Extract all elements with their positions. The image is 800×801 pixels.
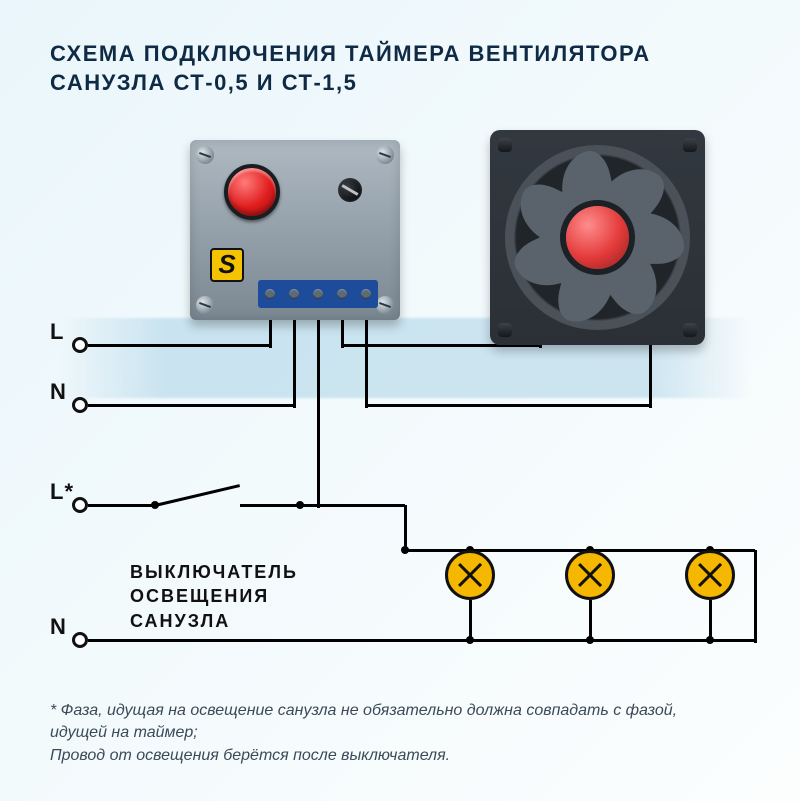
wire bbox=[88, 344, 270, 347]
background bbox=[0, 0, 800, 801]
wire-join bbox=[586, 636, 594, 644]
wire bbox=[365, 320, 368, 408]
footnote-l2: идущей на таймер; bbox=[50, 722, 750, 744]
wire bbox=[754, 550, 757, 643]
timer-screw bbox=[376, 296, 394, 314]
switch-label-l2: ОСВЕЩЕНИЯ bbox=[130, 584, 298, 608]
terminal-label-N2: N bbox=[50, 614, 67, 640]
wire-join bbox=[706, 636, 714, 644]
diagram-title: СХЕМА ПОДКЛЮЧЕНИЯ ТАЙМЕРА ВЕНТИЛЯТОРА СА… bbox=[50, 40, 750, 97]
timer-logo: S bbox=[210, 248, 244, 282]
timer-screw bbox=[196, 146, 214, 164]
footnote: * Фаза, идущая на освещение санузла не о… bbox=[50, 700, 750, 767]
wire bbox=[88, 639, 755, 642]
wire bbox=[88, 504, 155, 507]
switch-label-l3: САНУЗЛА bbox=[130, 609, 298, 633]
terminal-node-L bbox=[72, 337, 88, 353]
wire bbox=[649, 343, 652, 408]
wire bbox=[88, 404, 294, 407]
timer-terminal-hole bbox=[289, 289, 299, 299]
terminal-node-Lstar bbox=[72, 497, 88, 513]
terminal-label-Lstar: L* bbox=[50, 479, 74, 505]
title-line-2: САНУЗЛА СТ-0,5 И СТ-1,5 bbox=[50, 69, 750, 98]
terminal-node-N2 bbox=[72, 632, 88, 648]
timer-red-button bbox=[224, 164, 280, 220]
switch-label-l1: ВЫКЛЮЧАТЕЛЬ bbox=[130, 560, 298, 584]
fan-screw bbox=[683, 138, 697, 152]
timer-terminal-hole bbox=[337, 289, 347, 299]
fan-screw bbox=[498, 138, 512, 152]
wire bbox=[366, 404, 650, 407]
fan-screw bbox=[683, 323, 697, 337]
timer-potentiometer bbox=[338, 178, 362, 202]
wire bbox=[317, 320, 320, 508]
wire-join bbox=[401, 546, 409, 554]
terminal-node-N bbox=[72, 397, 88, 413]
footnote-l1: * Фаза, идущая на освещение санузла не о… bbox=[50, 700, 750, 722]
exhaust-fan bbox=[490, 130, 705, 345]
title-line-1: СХЕМА ПОДКЛЮЧЕНИЯ ТАЙМЕРА ВЕНТИЛЯТОРА bbox=[50, 40, 750, 69]
lamp-symbol bbox=[445, 550, 495, 600]
lamp-symbol bbox=[685, 550, 735, 600]
lamp-symbol bbox=[565, 550, 615, 600]
timer-module: S bbox=[190, 140, 400, 320]
timer-screw bbox=[196, 296, 214, 314]
wire bbox=[269, 320, 272, 348]
timer-terminal-hole bbox=[361, 289, 371, 299]
timer-terminal-strip bbox=[258, 280, 378, 308]
footnote-l3: Провод от освещения берётся после выключ… bbox=[50, 745, 750, 767]
terminal-label-L: L bbox=[50, 319, 64, 345]
wire-join bbox=[466, 636, 474, 644]
wire bbox=[293, 320, 296, 408]
terminal-label-N: N bbox=[50, 379, 67, 405]
switch-label: ВЫКЛЮЧАТЕЛЬ ОСВЕЩЕНИЯ САНУЗЛА bbox=[130, 560, 298, 633]
fan-hub bbox=[566, 206, 629, 269]
timer-screw bbox=[376, 146, 394, 164]
wire bbox=[300, 504, 405, 507]
timer-terminal-hole bbox=[265, 289, 275, 299]
fan-screw bbox=[498, 323, 512, 337]
timer-terminal-hole bbox=[313, 289, 323, 299]
wire bbox=[240, 504, 300, 507]
